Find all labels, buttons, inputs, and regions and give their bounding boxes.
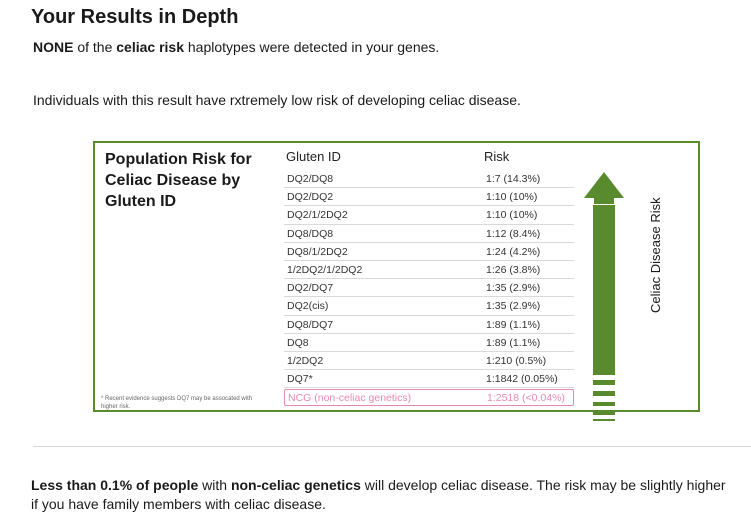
risk-arrow-icon xyxy=(583,171,625,421)
celiac-risk-label: celiac risk xyxy=(116,39,184,55)
risk-cell: 1:24 (4.2%) xyxy=(486,245,541,258)
risk-cell: 1:35 (2.9%) xyxy=(486,282,541,295)
gluten-id-cell: DQ7* xyxy=(287,373,313,386)
table-row: DQ2/DQ8 1:7 (14.3%) xyxy=(284,170,574,189)
table-row: DQ8/DQ8 1:12 (8.4%) xyxy=(284,225,574,243)
footer-stat: Less than 0.1% of people xyxy=(31,477,199,493)
arrow-segment xyxy=(593,419,615,421)
section-divider xyxy=(33,446,751,447)
gluten-id-cell: DQ8/DQ7 xyxy=(287,318,334,331)
risk-cell: 1:2518 (<0.04%) xyxy=(487,392,565,405)
table-row: 1/2DQ2 1:210 (0.5%) xyxy=(284,352,574,371)
footer-note: Less than 0.1% of people with non-celiac… xyxy=(31,477,726,512)
gluten-id-cell: DQ2/1/2DQ2 xyxy=(287,209,348,222)
gluten-id-cell: DQ2/DQ8 xyxy=(287,173,334,185)
risk-cell: 1:7 (14.3%) xyxy=(486,173,541,185)
table-row: DQ8 1:89 (1.1%) xyxy=(284,334,574,352)
result-explanation: Individuals with this result have rxtrem… xyxy=(33,92,521,108)
risk-header: Risk xyxy=(484,149,510,164)
arrow-segment xyxy=(593,380,615,385)
table-row: DQ2(cis) 1:35 (2.9%) xyxy=(284,297,574,316)
card-title: Population Risk for Celiac Disease by Gl… xyxy=(105,151,252,210)
arrow-segment xyxy=(593,391,615,396)
risk-cell: 1:210 (0.5%) xyxy=(486,354,547,367)
risk-cell: 1:35 (2.9%) xyxy=(486,300,541,313)
non-celiac-label: non-celiac genetics xyxy=(230,477,361,493)
risk-axis-label: Celiac Disease Risk xyxy=(648,197,663,313)
risk-cell: 1:12 (8.4%) xyxy=(486,227,541,240)
table-row: 1/2DQ2/1/2DQ2 1:26 (3.8%) xyxy=(284,261,574,280)
gluten-id-cell: DQ2/DQ2 xyxy=(287,191,334,204)
table-row: DQ7* 1:1842 (0.05%) xyxy=(284,370,574,389)
table-row: DQ2/DQ2 1:10 (10%) xyxy=(284,188,574,207)
risk-cell: 1:89 (1.1%) xyxy=(486,336,541,349)
highlighted-result-row: NCG (non-celiac genetics) 1:2518 (<0.04%) xyxy=(284,389,574,407)
gluten-id-cell: DQ2/DQ7 xyxy=(287,282,334,295)
gluten-id-cell: DQ8 xyxy=(287,336,309,349)
gluten-id-header: Gluten ID xyxy=(286,149,341,164)
risk-cell: 1:26 (3.8%) xyxy=(486,263,541,276)
risk-table-card: Population Risk for Celiac Disease by Gl… xyxy=(93,141,700,421)
table-row: DQ8/1/2DQ2 1:24 (4.2%) xyxy=(284,243,574,261)
result-summary: NONE of the celiac risk haplotypes were … xyxy=(33,39,440,55)
result-none-label: NONE xyxy=(33,39,74,55)
table-row: DQ2/1/2DQ2 1:10 (10%) xyxy=(284,206,574,225)
risk-cell: 1:89 (1.1%) xyxy=(486,318,541,331)
risk-cell: 1:10 (10%) xyxy=(486,191,538,204)
page-title: Your Results in Depth xyxy=(31,6,239,28)
card-footnote: * Recent evidence suggests DQ7 may be as… xyxy=(101,396,253,410)
gluten-id-cell: 1/2DQ2/1/2DQ2 xyxy=(287,263,363,276)
arrow-segment xyxy=(593,205,615,375)
risk-table: DQ2/DQ8 1:7 (14.3%) DQ2/DQ2 1:10 (10%) DQ2/1… xyxy=(284,170,574,407)
gluten-id-cell: DQ2(cis) xyxy=(287,300,329,313)
arrow-head-icon xyxy=(584,172,624,204)
table-row: DQ2/DQ7 1:35 (2.9%) xyxy=(284,279,574,298)
risk-cell: 1:10 (10%) xyxy=(486,209,538,222)
risk-cell: 1:1842 (0.05%) xyxy=(486,373,558,386)
table-row: DQ8/DQ7 1:89 (1.1%) xyxy=(284,316,574,334)
gluten-id-cell: 1/2DQ2 xyxy=(287,354,324,367)
gluten-id-cell: DQ8/DQ8 xyxy=(287,227,334,240)
arrow-segment xyxy=(593,412,615,415)
gluten-id-cell: NCG (non-celiac genetics) xyxy=(288,392,412,405)
arrow-segment xyxy=(593,402,615,406)
gluten-id-cell: DQ8/1/2DQ2 xyxy=(287,245,348,258)
